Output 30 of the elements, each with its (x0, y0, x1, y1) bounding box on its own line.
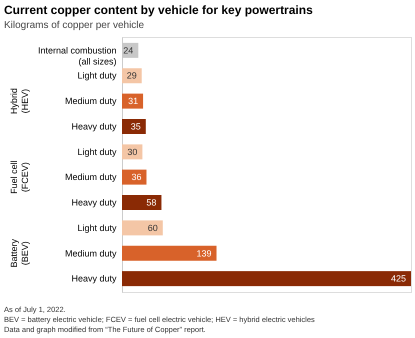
y-tick-label: Internal combustion (all sizes) (38, 45, 116, 66)
data-label: 35 (130, 121, 141, 132)
y-tick-label: Heavy duty (71, 198, 117, 208)
text: Battery (BEV) (9, 238, 30, 268)
y-tick-label: Heavy duty (71, 274, 117, 284)
y-tick-label: Medium duty (64, 248, 117, 258)
data-label: 425 (390, 274, 406, 284)
y-tick-label: Heavy duty (71, 121, 117, 132)
bar (122, 220, 163, 236)
data-label: 30 (127, 146, 138, 157)
data-label: 58 (146, 198, 156, 208)
text: Fuel cell (FCEV) (9, 160, 30, 194)
bar (122, 195, 162, 210)
y-tick-label: Light duty (77, 70, 117, 81)
y-tick-label: Medium duty (64, 172, 117, 182)
text: Hybrid (HEV) (9, 88, 30, 114)
data-label: 139 (196, 248, 212, 258)
data-label: 36 (131, 172, 142, 182)
data-label: 31 (128, 96, 138, 106)
y-tick-label: Light duty (77, 222, 117, 233)
bar (122, 246, 217, 261)
data-label: 60 (148, 222, 158, 233)
chart-subtitle: Kilograms of copper per vehicle (4, 20, 145, 31)
bar (122, 271, 411, 286)
data-label: 29 (126, 70, 137, 81)
data-label: 24 (123, 45, 134, 56)
chart-title: Current copper content by vehicle for key powertrains (4, 3, 314, 17)
bar (122, 118, 146, 134)
y-tick-label: Medium duty (64, 96, 117, 106)
y-tick-label: Light duty (77, 146, 117, 157)
